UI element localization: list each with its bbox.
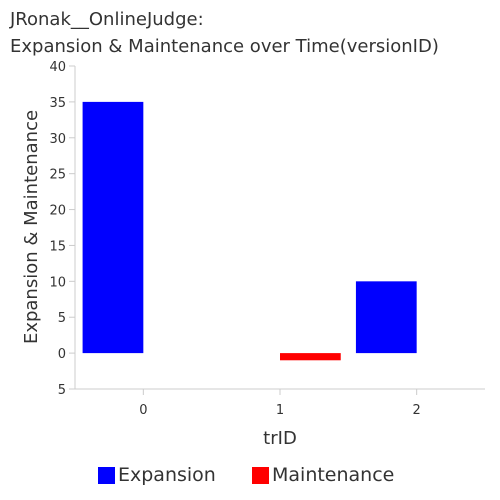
x-tick-label: 1 xyxy=(276,403,284,418)
bar-expansion-2 xyxy=(355,281,417,354)
y-tick-label: 20 xyxy=(49,204,66,219)
y-tick-label: 10 xyxy=(49,275,66,290)
chart-legend: Expansion Maintenance xyxy=(0,464,500,490)
y-tick-label: 5 xyxy=(58,383,66,398)
chart-title-line-1: JRonak__OnlineJudge: xyxy=(10,9,204,30)
x-tick-label: 0 xyxy=(139,403,147,418)
x-tick-label: 2 xyxy=(413,403,421,418)
y-tick-label: 0 xyxy=(58,347,66,362)
bar-maintenance-1 xyxy=(280,353,341,361)
y-tick-label: 15 xyxy=(49,239,66,254)
y-tick-label: 5 xyxy=(58,311,66,326)
legend-swatch-expansion xyxy=(98,466,115,484)
x-axis-label: trID xyxy=(263,428,297,449)
legend-item-expansion: Expansion xyxy=(98,464,216,486)
legend-item-maintenance: Maintenance xyxy=(252,464,394,486)
y-tick-label: 35 xyxy=(49,96,66,111)
legend-swatch-maintenance xyxy=(252,466,269,484)
chart-title-line-2: Expansion & Maintenance over Time(versio… xyxy=(10,36,439,57)
y-tick-label: 40 xyxy=(49,60,66,75)
legend-label-maintenance: Maintenance xyxy=(272,464,395,486)
chart-axes: 5 0 5 10 15 20 25 30 35 40 0 1 2 xyxy=(49,60,485,418)
y-tick-label: 30 xyxy=(49,132,66,147)
chart-bars xyxy=(82,101,417,361)
y-axis-label: Expansion & Maintenance xyxy=(21,110,42,344)
chart-title: JRonak__OnlineJudge: Expansion & Mainten… xyxy=(10,6,439,60)
bar-expansion-0 xyxy=(82,101,144,354)
legend-label-expansion: Expansion xyxy=(118,464,216,486)
y-tick-label: 25 xyxy=(49,168,66,183)
